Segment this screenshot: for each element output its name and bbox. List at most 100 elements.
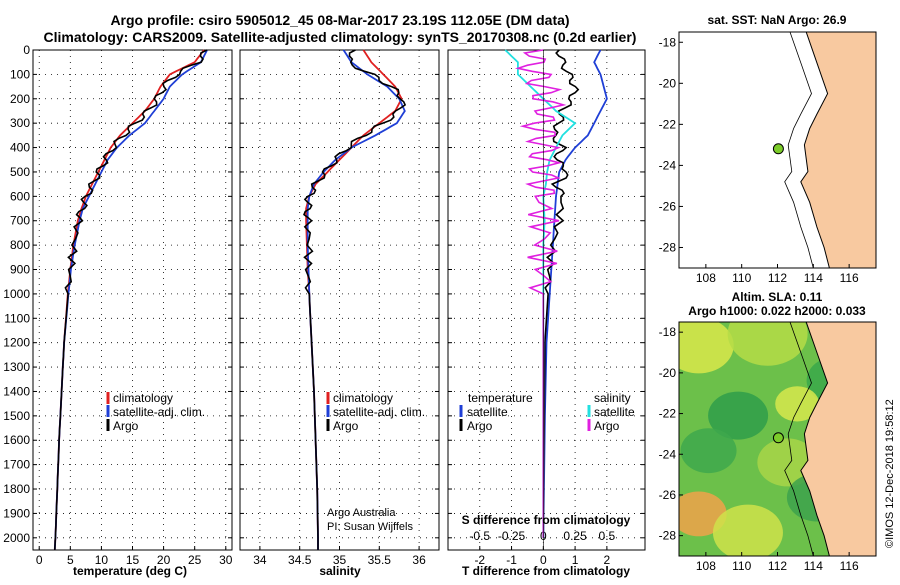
difference-xlabel: T difference from climatology — [462, 564, 630, 578]
sla-blob — [680, 428, 737, 474]
xtick-label: 35.5 — [368, 553, 392, 567]
xtick-label: 34 — [253, 553, 267, 567]
temperature-panel: 0 5 10 15 20 25 300100200300400500600700800900… — [3, 43, 232, 567]
legend-sal-climatology: climatology — [333, 391, 393, 405]
ytick-label: 1300 — [3, 360, 30, 374]
land — [800, 32, 876, 268]
ytick-label: 500 — [10, 165, 30, 179]
imos-side-label: ©IMOS 12-Dec-2018 19:58:12 — [884, 399, 896, 548]
ytick-label: 1800 — [3, 482, 30, 496]
ytick-label: 400 — [10, 141, 30, 155]
map-xtick-label: 112 — [768, 559, 787, 573]
map-xtick-label: 116 — [840, 559, 859, 573]
sla-blob — [712, 504, 783, 556]
map-xtick-label: 108 — [696, 559, 716, 573]
sst-map-panel: 108 110 112 114 116 -18 -20 -22 -24 -26 -28 — [659, 31, 877, 285]
map-content — [679, 322, 876, 556]
ytick-label: 700 — [10, 214, 30, 228]
ytick-label: 1400 — [3, 384, 30, 398]
legend-sal-argo-diff: Argo — [594, 419, 620, 433]
temperature-legend: climatology satellite-adj. clim. Argo — [106, 391, 205, 433]
legend-temp-argo: Argo — [467, 419, 493, 433]
xtick-label: 15 — [126, 553, 140, 567]
ytick-label: 1900 — [3, 506, 30, 520]
salinity-legend: climatology satellite-adj. clim. Argo Ar… — [326, 391, 425, 533]
map-ytick-label: -18 — [659, 35, 677, 49]
map-xtick-label: 108 — [696, 271, 716, 285]
xtick-label: -2 — [474, 553, 485, 567]
map-xtick-label: 114 — [804, 271, 823, 285]
map-xtick-label: 112 — [768, 271, 787, 285]
xtick2-label: 0.5 — [599, 529, 616, 543]
xtick-label: 5 — [67, 553, 74, 567]
ytick-label: 100 — [10, 67, 30, 81]
legend-sal-argo: Argo — [333, 419, 359, 433]
xtick2-label: -0.5 — [469, 529, 490, 543]
series-s-argo — [514, 49, 567, 538]
map-xtick-label: 114 — [804, 559, 823, 573]
map-ytick-label: -22 — [659, 117, 677, 131]
map-ytick-label: -24 — [659, 158, 677, 172]
series-argo — [54, 49, 208, 551]
ytick-label: 1500 — [3, 409, 30, 423]
sla-blob — [708, 391, 769, 440]
legend-argo: Argo — [113, 419, 139, 433]
ytick-label: 1200 — [3, 336, 30, 350]
sla-map-title-line1: Altim. SLA: 0.11 — [732, 290, 823, 304]
plot-frame — [239, 49, 440, 551]
xtick-label: 0 — [540, 553, 547, 567]
map-ytick-label: -26 — [659, 199, 677, 213]
bathymetry-contour — [784, 322, 814, 556]
ytick-label: 1100 — [4, 311, 30, 325]
legend-temp-title: temperature — [468, 391, 533, 405]
xtick-label: 34.5 — [288, 553, 312, 567]
ytick-label: 1600 — [3, 433, 30, 447]
map-ytick-label: -28 — [659, 240, 677, 254]
map-ytick-label: -20 — [659, 366, 677, 380]
series-t-satellite — [542, 49, 608, 538]
xtick-label: 0 — [36, 553, 43, 567]
sla-map-title-line2: Argo h1000: 0.022 h2000: 0.033 — [688, 304, 866, 318]
xtick-label: 35 — [333, 553, 347, 567]
map-ytick-label: -26 — [659, 488, 677, 502]
map-xtick-label: 110 — [732, 271, 751, 285]
series-t-argo — [542, 49, 580, 538]
map-ytick-label: -20 — [659, 76, 677, 90]
xtick-label: -1 — [506, 553, 517, 567]
ytick-label: 800 — [10, 238, 30, 252]
legend-sal-satellite-diff: satellite — [594, 405, 635, 419]
figure-title-line2: Climatology: CARS2009. Satellite-adjuste… — [44, 29, 637, 45]
legend-satellite: satellite-adj. clim. — [113, 405, 205, 419]
sla-blob — [727, 322, 808, 366]
bathymetry-contour — [784, 32, 814, 268]
land — [800, 322, 876, 556]
plot-frame — [447, 49, 646, 551]
argo-location-marker — [772, 432, 784, 444]
map-xtick-label: 110 — [732, 559, 751, 573]
sla-blob — [679, 322, 734, 374]
xtick2-label: 0.25 — [563, 529, 587, 543]
legend-sal-satellite: satellite-adj. clim. — [333, 405, 425, 419]
map-ytick-label: -22 — [659, 407, 677, 421]
legend-climatology: climatology — [113, 391, 173, 405]
ytick-label: 900 — [10, 263, 30, 277]
ytick-label: 200 — [10, 92, 30, 106]
xtick2-label: -0.25 — [498, 529, 526, 543]
sst-map-title: sat. SST: NaN Argo: 26.9 — [708, 13, 847, 27]
difference-legend: temperature satellite Argo salinity sate… — [459, 391, 635, 433]
ytick-label: 300 — [10, 116, 30, 130]
s-difference-xlabel: S difference from climatology — [462, 513, 631, 527]
figure-title-line1: Argo profile: csiro 5905012_45 08-Mar-20… — [110, 12, 569, 28]
map-ytick-label: -18 — [659, 325, 677, 339]
ytick-label: 2000 — [3, 531, 30, 545]
series-argo — [303, 49, 407, 550]
legend-temp-satellite: satellite — [467, 405, 508, 419]
legend-sal-title: salinity — [594, 391, 631, 405]
xtick-label: 2 — [604, 553, 611, 567]
argo-location-marker — [772, 143, 784, 155]
sla-map-panel: 108 110 112 114 116 -18 -20 -22 -24 -26 -28 — [659, 321, 877, 573]
salinity-xlabel: salinity — [319, 564, 361, 578]
sla-blob — [775, 386, 820, 422]
